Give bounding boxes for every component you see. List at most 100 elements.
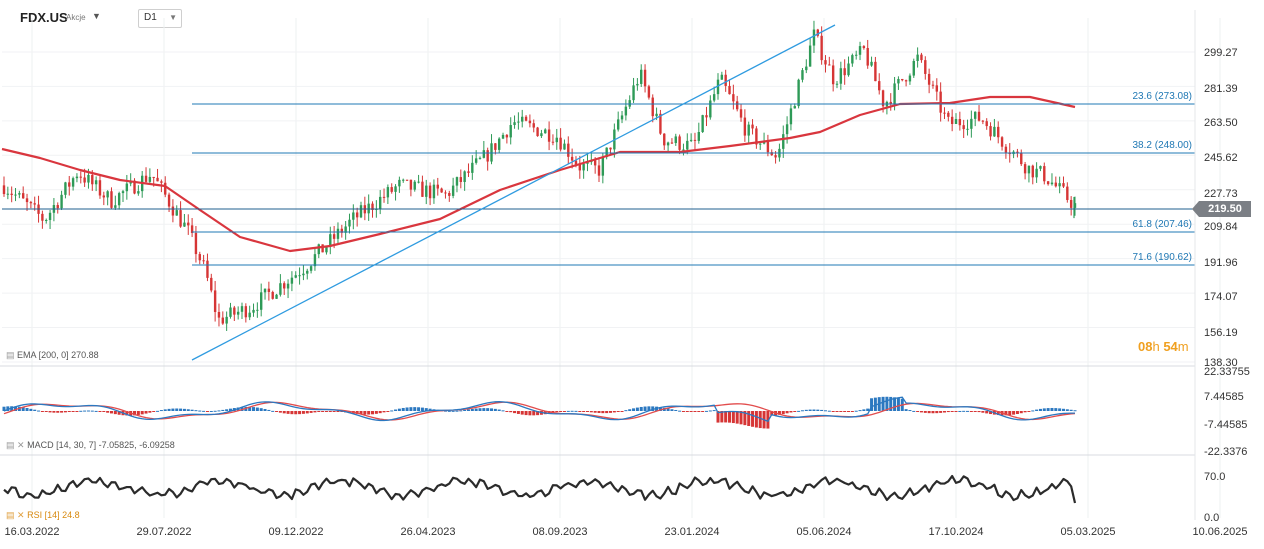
candle-body <box>632 85 635 101</box>
ema-legend[interactable]: ▤ EMA [200, 0] 270.88 <box>6 350 99 361</box>
macd-histogram-bar <box>674 409 678 411</box>
symbol-dropdown-icon[interactable]: ▼ <box>92 11 101 21</box>
macd-histogram-bar <box>620 411 624 412</box>
macd-histogram-bar <box>812 409 816 411</box>
chevron-down-icon: ▼ <box>169 13 177 22</box>
macd-histogram-bar <box>919 411 923 413</box>
date-tick-label: 05.06.2024 <box>796 526 851 538</box>
candle-body <box>436 184 439 189</box>
candle-body <box>340 228 344 233</box>
candle-body <box>455 177 459 186</box>
macd-histogram-bar <box>555 411 559 413</box>
candle-body <box>555 137 558 143</box>
macd-histogram-bar <box>148 411 152 413</box>
macd-histogram-bar <box>724 411 728 423</box>
macd-histogram-bar <box>493 408 497 411</box>
candle-body <box>83 177 86 183</box>
macd-histogram-bar <box>409 407 413 411</box>
macd-histogram-bar <box>973 411 977 412</box>
macd-histogram-bar <box>102 411 106 412</box>
macd-histogram-bar <box>754 411 758 428</box>
candle-body <box>48 212 52 220</box>
candle-body <box>912 60 915 76</box>
candle-body <box>616 119 620 130</box>
candle-body <box>1016 151 1019 154</box>
candle-body <box>931 84 935 86</box>
macd-histogram-bar <box>551 411 555 413</box>
macd-histogram-bar <box>56 411 60 413</box>
macd-histogram-bar <box>605 411 609 414</box>
candle-body <box>947 112 950 117</box>
fibonacci-levels: 23.6 (273.08) 38.2 (248.00) 61.8 (207.46) 7… <box>2 91 1195 266</box>
candle-body <box>540 133 543 137</box>
macd-histogram-bar <box>25 408 29 411</box>
candle-body <box>87 174 90 183</box>
indicator-menu-icon[interactable]: ▤ <box>6 350 15 360</box>
macd-histogram-bar <box>486 408 490 411</box>
macd-histogram-bar <box>870 398 874 411</box>
macd-histogram-bar <box>747 411 751 426</box>
macd-histogram-bar <box>751 411 755 427</box>
close-icon[interactable]: ✕ <box>17 510 25 520</box>
candle-body <box>352 212 355 220</box>
candle-body <box>444 192 447 194</box>
candle-body <box>935 85 939 92</box>
countdown-hours-unit: h <box>1152 339 1160 354</box>
candle-body <box>202 260 205 262</box>
candle-body <box>824 60 827 65</box>
macd-histogram-bar <box>873 397 877 411</box>
macd-histogram-bar <box>513 411 517 414</box>
candle-body <box>916 54 919 61</box>
candle-body <box>33 203 36 205</box>
macd-histogram-bar <box>624 410 628 412</box>
macd-histogram-bar <box>14 406 18 411</box>
macd-histogram-bar <box>401 407 405 411</box>
candle-body <box>735 101 739 110</box>
candle-body <box>41 213 44 221</box>
candle-body <box>21 193 25 199</box>
candle-body <box>697 131 701 141</box>
macd-histogram-bar <box>770 411 774 416</box>
candle-body <box>302 273 305 276</box>
macd-histogram-bar <box>213 410 217 412</box>
macd-histogram-bar <box>466 409 470 411</box>
indicator-menu-icon[interactable]: ▤ <box>6 440 15 450</box>
macd-histogram-bar <box>962 410 966 412</box>
macd-histogram-bar <box>48 411 52 413</box>
macd-histogram-bar <box>332 411 336 412</box>
macd-histogram-bar <box>75 411 79 412</box>
candle-body <box>820 35 823 61</box>
macd-histogram-bar <box>969 411 973 412</box>
macd-histogram-bar <box>455 410 459 412</box>
rsi-legend[interactable]: ▤ ✕ RSI [14] 24.8 <box>6 510 80 521</box>
macd-histogram-bar <box>497 409 501 411</box>
macd-histogram-bar <box>966 410 970 412</box>
symbol-type: Akcje <box>66 13 86 22</box>
candle-body <box>920 54 923 61</box>
candle-body <box>425 185 428 197</box>
candle-body <box>91 174 94 185</box>
macd-legend[interactable]: ▤ ✕ MACD [14, 30, 7] -7.05825, -6.09258 <box>6 440 175 451</box>
close-icon[interactable]: ✕ <box>17 440 25 450</box>
macd-histogram-bar <box>789 411 793 413</box>
macd-histogram-bar <box>827 410 831 412</box>
candle-body <box>985 121 988 127</box>
candle-body <box>770 152 773 156</box>
macd-histogram-bar <box>371 411 375 415</box>
candle-body <box>451 185 455 196</box>
macd-histogram-bar <box>931 411 935 414</box>
candle-body <box>1043 166 1046 182</box>
axes: 299.27 281.39 263.50 245.62 227.73 209.84 191.… <box>0 10 1250 538</box>
candle-body <box>432 184 436 199</box>
candle-body <box>490 143 493 162</box>
macd-histogram-bar <box>263 409 267 411</box>
candle-body <box>1004 146 1008 153</box>
macd-histogram-bar <box>509 411 513 413</box>
macd-histogram-bar <box>413 407 417 411</box>
timeframe-select[interactable]: D1 ▼ <box>138 9 182 28</box>
indicator-menu-icon[interactable]: ▤ <box>6 510 15 520</box>
macd-histogram-bar <box>559 411 563 412</box>
candle-body <box>927 73 931 85</box>
candle-body <box>981 120 985 122</box>
